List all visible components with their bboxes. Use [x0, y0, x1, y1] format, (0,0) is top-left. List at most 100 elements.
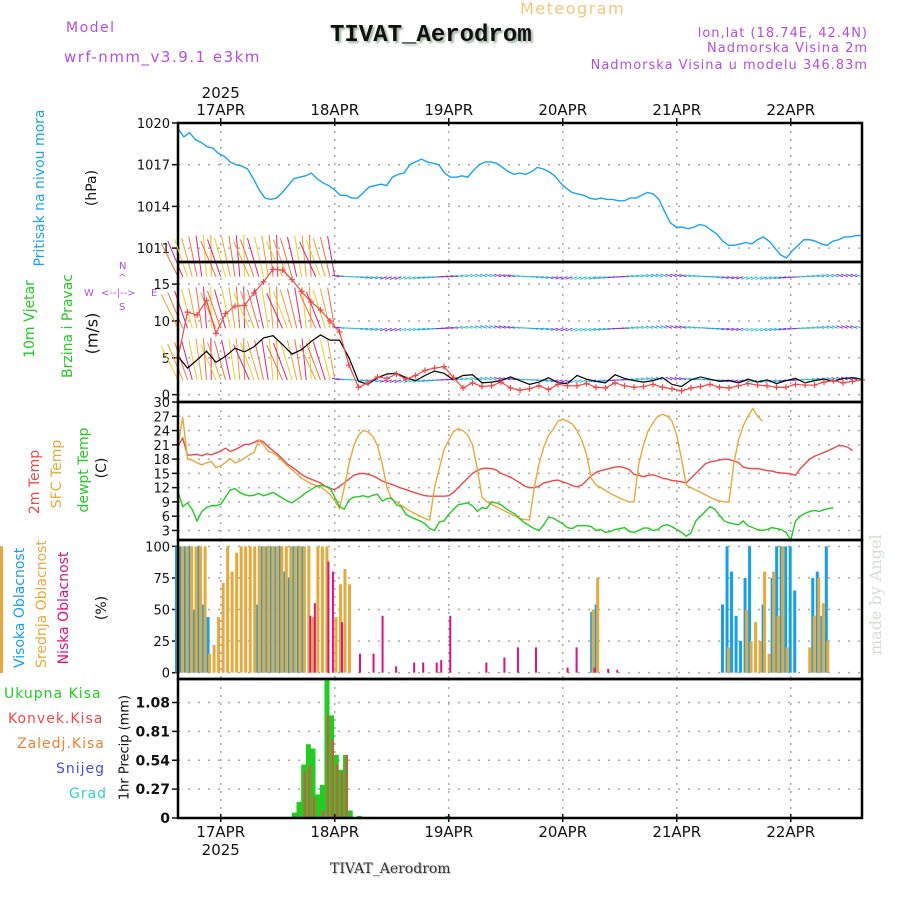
- wind-arrow: [731, 327, 739, 331]
- gust-marker: [802, 382, 808, 389]
- wind-arrow: [195, 235, 203, 277]
- wind-arrow: [635, 377, 644, 381]
- gust-marker: [327, 317, 333, 324]
- precip-ytick-label: 0: [160, 811, 170, 827]
- wind-arrow: [160, 242, 179, 277]
- precip-bar-precip_total: [319, 784, 325, 818]
- wind-arrow: [484, 376, 492, 381]
- wind-arrow: [200, 240, 217, 277]
- clouds-bar-low_cloud: [435, 662, 438, 673]
- precip-legend-frz: Zaledj.Kisa: [17, 736, 105, 752]
- wind-arrow: [736, 379, 744, 383]
- wind-arrow: [840, 325, 848, 329]
- wind-arrow: [540, 327, 549, 331]
- wind-arrow: [778, 379, 787, 383]
- wind-arrow: [181, 340, 193, 381]
- wind-arrow: [588, 276, 597, 280]
- gust-marker: [526, 385, 533, 392]
- wind-arrow: [319, 288, 331, 329]
- clouds-bar-mid_cloud: [727, 647, 731, 673]
- clouds-bar-high_cloud: [784, 546, 788, 673]
- wind-arrow: [445, 275, 454, 278]
- gust-marker: [716, 384, 723, 391]
- wind-arrow: [465, 325, 473, 329]
- wind-arrow: [445, 327, 454, 329]
- clouds-bar-mid_cloud: [212, 644, 216, 673]
- clouds-bar-mid_cloud: [745, 609, 749, 673]
- clouds-bar-mid_cloud: [343, 569, 347, 673]
- clouds-bar-mid_cloud: [334, 617, 338, 673]
- clouds-bar-mid_cloud: [262, 546, 266, 673]
- clouds-bar-mid_cloud: [293, 546, 297, 673]
- wind-arrow: [195, 338, 203, 380]
- wind-arrow: [374, 276, 383, 280]
- clouds-ytick-label: 75: [153, 572, 170, 587]
- temperature-ytick-label: 27: [153, 410, 170, 425]
- footer-title: TIVAT_Aerodrom: [330, 861, 451, 877]
- precip-ytick-label: 0.27: [135, 782, 170, 798]
- wind-arrow: [379, 276, 388, 280]
- wind-arrow: [645, 377, 654, 381]
- wind-arrow: [760, 327, 768, 332]
- wind-arrow: [764, 327, 772, 332]
- clouds-bar-mid_cloud: [767, 653, 771, 673]
- wind-arrow: [669, 325, 677, 329]
- wind-arrow: [202, 286, 207, 329]
- wind-arrow: [422, 276, 430, 279]
- wind-arrow: [399, 276, 407, 280]
- precip-legend-hail: Grad: [69, 786, 108, 802]
- wind-arrow: [279, 238, 293, 277]
- wind-arrow: [331, 377, 340, 381]
- wind-arrow: [507, 274, 516, 278]
- wind-arrow: [836, 325, 844, 329]
- wind-arrow: [417, 379, 426, 383]
- clouds-bar-mid_cloud: [302, 546, 306, 673]
- wind-arrow: [305, 239, 321, 277]
- wind-arrow: [384, 379, 392, 383]
- wind-arrow: [512, 326, 521, 329]
- wind-arrow: [769, 276, 777, 280]
- gust-marker: [241, 302, 248, 309]
- wind-arrow: [540, 276, 549, 279]
- wind-arrow: [665, 376, 673, 381]
- gust-marker: [336, 329, 343, 335]
- wind-arrow: [674, 273, 682, 278]
- temperature-ytick-label: 30: [153, 396, 170, 411]
- clouds-bar-mid_cloud: [230, 571, 234, 673]
- wind-arrow: [489, 376, 497, 381]
- wind-arrow: [674, 376, 682, 381]
- wind-arrow: [167, 292, 184, 329]
- wind-arrow: [831, 325, 839, 329]
- precip-ytick-label: 0.81: [135, 724, 170, 740]
- wind-arrow: [507, 325, 516, 329]
- wind-arrow: [389, 379, 397, 384]
- temperature-ytick-label: 9: [162, 496, 170, 511]
- wind-arrow: [268, 286, 274, 329]
- wind-arrow: [355, 327, 364, 330]
- wind-arrow: [286, 288, 298, 329]
- wind-arrow: [319, 237, 331, 277]
- gust-marker: [840, 379, 846, 386]
- wind-arrow: [745, 276, 753, 280]
- wind-arrow: [327, 287, 336, 329]
- wind-arrow: [806, 378, 815, 381]
- wind-arrow: [512, 274, 521, 278]
- wind-arrow: [565, 327, 573, 332]
- wind-arrow: [811, 326, 820, 329]
- clouds-bar-mid_cloud: [271, 546, 275, 673]
- wind-arrow: [602, 327, 611, 331]
- clouds-bar-mid_cloud: [347, 584, 351, 673]
- precip-bar-precip_conv: [303, 770, 306, 818]
- temperature-ytick-label: 6: [162, 510, 170, 525]
- watermark: made by Angel: [866, 534, 885, 655]
- wind-arrow: [507, 377, 516, 381]
- wind-arrow: [479, 325, 487, 329]
- wind-arrow: [403, 379, 411, 383]
- gust-marker: [754, 382, 761, 389]
- wind-arrow: [535, 276, 544, 278]
- wind-arrow: [279, 289, 293, 329]
- wind-arrow: [655, 325, 663, 329]
- clouds-bar-mid_cloud: [257, 546, 261, 673]
- wind-arrow: [408, 327, 416, 332]
